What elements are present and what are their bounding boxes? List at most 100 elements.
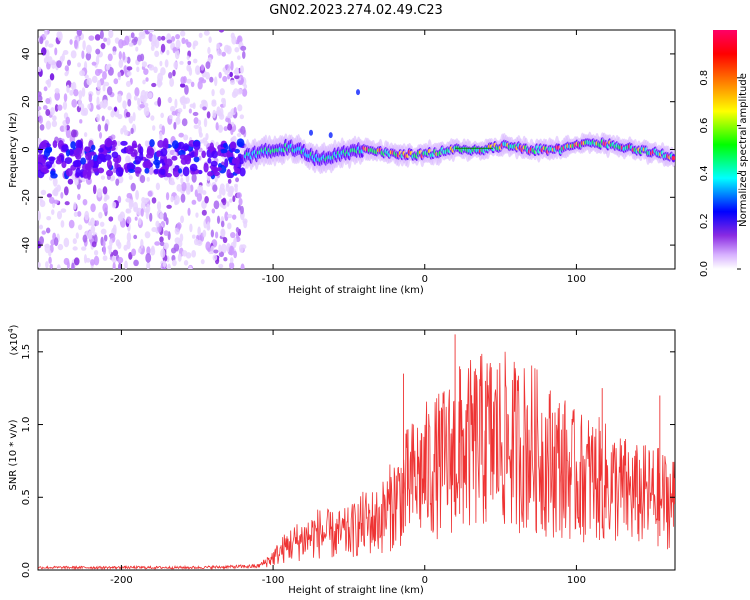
noise-cell (196, 192, 203, 202)
noise-cell (227, 222, 232, 230)
noise-cell (236, 88, 243, 95)
noise-cell (91, 241, 97, 248)
band-cell (189, 163, 198, 172)
band-cell (207, 171, 214, 177)
y-tick-label: 0 (21, 146, 32, 152)
noise-cell (44, 30, 48, 38)
noise-cell (133, 234, 138, 240)
noise-cell (95, 55, 100, 66)
noise-cell (177, 112, 181, 119)
noise-cell (186, 78, 192, 84)
noise-cell (168, 72, 173, 79)
noise-cell (127, 71, 132, 77)
noise-cell (143, 208, 150, 213)
band-cell (156, 150, 161, 158)
noise-cell (165, 217, 169, 226)
noise-cell (111, 255, 117, 264)
band-cell (203, 162, 209, 173)
noise-cell (165, 192, 170, 201)
noise-cell (236, 55, 241, 60)
noise-cell (231, 35, 237, 45)
noise-cell (108, 30, 114, 39)
band-cell (160, 168, 166, 176)
noise-cell (71, 262, 75, 269)
noise-cell (93, 255, 100, 266)
noise-cell (65, 128, 71, 139)
noise-cell (222, 204, 227, 210)
noise-cell (51, 209, 55, 215)
colorbar-tick-label: 0.0 (699, 261, 710, 277)
noise-cell (90, 203, 96, 213)
noise-cell (224, 211, 229, 222)
noise-cell (147, 190, 153, 197)
noise-cell (243, 84, 248, 89)
snr-marks (38, 334, 675, 570)
noise-cell (218, 111, 223, 117)
noise-cell (56, 60, 62, 69)
band-cell (115, 166, 124, 177)
noise-cell (133, 36, 138, 43)
noise-cell (239, 65, 244, 74)
noise-cell (69, 89, 74, 96)
band-cell (96, 155, 103, 165)
noise-cell (81, 50, 85, 60)
noise-cell (197, 119, 202, 127)
noise-cell (229, 198, 233, 203)
noise-cell (47, 56, 53, 65)
noise-cell (169, 77, 175, 88)
noise-cell (200, 64, 205, 71)
noise-cell (126, 92, 132, 102)
noise-cell (204, 196, 209, 204)
noise-cell (148, 30, 155, 33)
noise-cell (111, 201, 117, 209)
noise-cell (207, 247, 211, 252)
noise-cell (88, 93, 93, 103)
band-cell (209, 142, 214, 152)
noise-cell (203, 117, 208, 128)
noise-cell (93, 249, 99, 256)
noise-cell (89, 259, 95, 266)
noise-cell (173, 121, 177, 130)
noise-cell (128, 175, 133, 180)
noise-cell (240, 45, 247, 51)
noise-cell (213, 249, 219, 254)
noise-cell (180, 177, 184, 185)
noise-cell (48, 196, 55, 204)
noise-cell (77, 224, 83, 231)
noise-cell (102, 255, 108, 262)
noise-cell (91, 75, 98, 84)
noise-cell (143, 106, 150, 117)
noise-cell (102, 202, 108, 213)
noise-cell (100, 42, 106, 50)
noise-cell (163, 230, 169, 236)
band-cell (144, 167, 150, 174)
band-cell (234, 167, 241, 174)
noise-cell (220, 220, 225, 228)
snr-y-ticks: 0.0 0.5 1.0 1.5 (21, 344, 675, 578)
y-tick-label: 20 (21, 95, 32, 108)
band-cell (70, 141, 76, 149)
noise-cell (82, 40, 86, 51)
noise-cell (201, 209, 207, 216)
noise-cell (45, 109, 51, 116)
band-cell (213, 171, 220, 177)
noise-cell (188, 108, 192, 114)
snr-xlabel: Height of straight line (km) (288, 585, 424, 596)
noise-cell (155, 182, 161, 191)
noise-cell (128, 42, 134, 47)
noise-cell (73, 39, 78, 49)
noise-cell (201, 79, 207, 84)
noise-cell (70, 129, 77, 138)
noise-cell (138, 31, 145, 38)
noise-cell (139, 174, 146, 184)
noise-cell (200, 99, 207, 105)
noise-cell (110, 175, 116, 181)
band-cell (171, 140, 179, 149)
noise-cell (234, 185, 238, 193)
noise-cell (118, 39, 124, 49)
noise-cell (67, 178, 74, 185)
noise-cell (154, 241, 161, 246)
noise-cell (88, 35, 95, 41)
noise-cell (72, 246, 78, 251)
noise-cell (234, 67, 240, 76)
